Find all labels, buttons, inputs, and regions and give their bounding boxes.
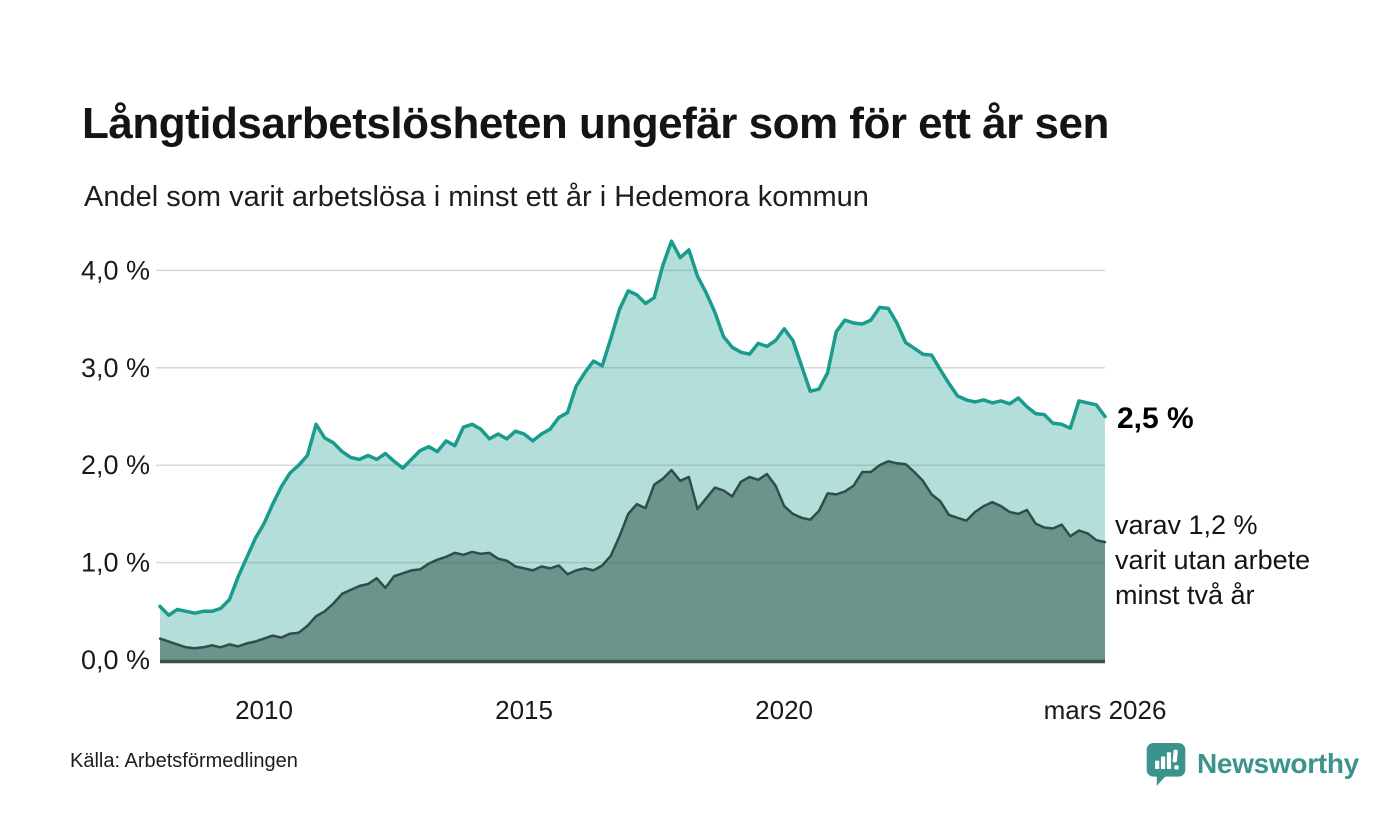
logo-bubble [1146,743,1186,786]
two-year-annotation: varav 1,2 % varit utan arbete minst två … [1115,510,1311,610]
latest-value-label: 2,5 % [1117,402,1194,435]
y-tick-label: 4,0 % [81,255,150,285]
page-title: Långtidsarbetslösheten ungefär som för e… [82,99,1109,149]
line-series-0 [158,239,1107,617]
x-tick-label: 2010 [235,695,293,725]
x-tick-label: 2020 [755,695,813,725]
line-series-1 [158,460,1107,650]
page-subtitle: Andel som varit arbetslösa i minst ett å… [84,181,869,213]
y-tick-label: 2,0 % [81,450,150,480]
x-tick-label: mars 2026 [1044,695,1167,725]
brand-name: Newsworthy [1197,748,1359,779]
y-tick-label: 0,0 % [81,645,150,675]
y-tick-label: 1,0 % [81,548,150,578]
brand-lockup: Newsworthy [1145,740,1359,788]
newsworthy-logo-icon [1146,743,1186,786]
area-series-1 [160,461,1105,660]
y-tick-label: 3,0 % [81,353,150,383]
source-note: Källa: Arbetsförmedlingen [70,750,298,772]
x-tick-label: 2015 [495,695,553,725]
